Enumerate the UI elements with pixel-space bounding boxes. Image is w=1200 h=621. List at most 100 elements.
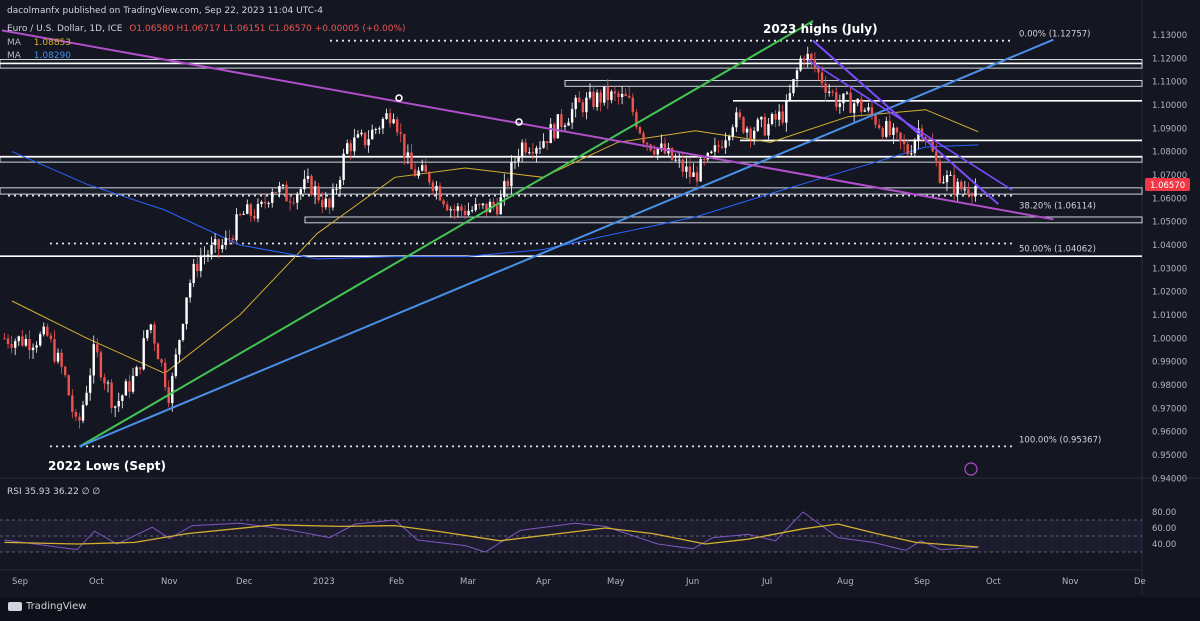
candle-body bbox=[542, 141, 545, 148]
candle-body bbox=[495, 205, 499, 215]
candle-body bbox=[74, 412, 78, 417]
rsi-axis-tick: 40.00 bbox=[1152, 540, 1176, 550]
candle-body bbox=[888, 120, 892, 135]
time-axis-tick: Aug bbox=[837, 577, 854, 587]
candle-body bbox=[620, 93, 624, 98]
candle-body bbox=[49, 335, 53, 339]
publisher-line: dacolmanfx published on TradingView.com,… bbox=[7, 6, 323, 16]
candle-body bbox=[838, 103, 842, 107]
time-axis-tick: Nov bbox=[1062, 577, 1079, 587]
candle-body bbox=[613, 91, 617, 94]
symbol-title: Euro / U.S. Dollar, 1D, ICE O1.06580 H1.… bbox=[7, 24, 406, 34]
candle-body bbox=[395, 119, 399, 133]
candle-body bbox=[892, 127, 895, 135]
time-axis-tick: Oct bbox=[986, 577, 1001, 587]
candle-body bbox=[174, 354, 178, 376]
candle-body bbox=[735, 112, 738, 128]
tradingview-footer: TradingView bbox=[8, 601, 86, 612]
candle-body bbox=[188, 282, 192, 298]
candle-body bbox=[410, 152, 413, 170]
candle-body bbox=[306, 175, 310, 180]
candle-body bbox=[363, 132, 367, 146]
price-axis-tick: 0.95000 bbox=[1152, 451, 1187, 461]
candle-body bbox=[63, 366, 67, 376]
ma-fast-line bbox=[11, 109, 979, 374]
candle-body bbox=[560, 114, 563, 127]
candle-body bbox=[92, 344, 95, 376]
price-axis-tick: 1.06000 bbox=[1152, 194, 1187, 204]
candle-body bbox=[963, 189, 967, 191]
candle-body bbox=[863, 110, 867, 112]
candle-body bbox=[628, 95, 631, 98]
time-axis-tick: Jun bbox=[685, 577, 699, 587]
candle-body bbox=[870, 107, 874, 115]
candle-body bbox=[895, 127, 899, 133]
candle-body bbox=[474, 204, 477, 211]
candle-body bbox=[731, 127, 734, 137]
candle-body bbox=[867, 107, 870, 111]
candle-body bbox=[85, 392, 88, 405]
candle-body bbox=[235, 214, 238, 241]
candle-body bbox=[124, 381, 128, 396]
candle-body bbox=[492, 201, 495, 206]
candle-body bbox=[549, 124, 552, 144]
candle-body bbox=[463, 210, 467, 216]
candle-body bbox=[46, 326, 49, 336]
candle-body bbox=[656, 148, 660, 155]
candle-body bbox=[777, 111, 781, 120]
candle-body bbox=[228, 237, 231, 239]
candle-body bbox=[710, 151, 713, 153]
candle-body bbox=[574, 97, 577, 110]
candle-body bbox=[35, 345, 38, 348]
price-axis-tick: 1.02000 bbox=[1152, 288, 1187, 298]
candle-body bbox=[728, 136, 731, 141]
candle-body bbox=[338, 180, 342, 189]
price-axis-tick: 1.05000 bbox=[1152, 218, 1187, 228]
candle-body bbox=[645, 142, 649, 145]
candle-body bbox=[788, 93, 792, 101]
candle-body bbox=[420, 165, 424, 171]
candle-body bbox=[799, 58, 802, 71]
candle-body bbox=[31, 347, 35, 351]
candle-body bbox=[385, 113, 388, 120]
candle-body bbox=[135, 367, 138, 376]
candle-body bbox=[810, 53, 813, 60]
rsi-legend: RSI 35.93 36.22 ∅ ∅ bbox=[7, 487, 101, 497]
candle-body bbox=[952, 174, 956, 195]
candle-body bbox=[103, 377, 106, 384]
candle-body bbox=[506, 181, 510, 187]
candle-body bbox=[146, 330, 149, 339]
candle-body bbox=[785, 100, 788, 123]
candle-body bbox=[877, 124, 881, 129]
sr-zone bbox=[304, 216, 1143, 224]
candle-body bbox=[520, 142, 524, 157]
candle-body bbox=[378, 128, 381, 130]
candle-body bbox=[213, 239, 217, 246]
candle-body bbox=[942, 182, 945, 184]
rsi-ma-line bbox=[4, 523, 979, 548]
candle-body bbox=[313, 186, 317, 196]
annotation-2022-lows: 2022 Lows (Sept) bbox=[48, 459, 166, 473]
candle-body bbox=[831, 91, 834, 93]
candle-body bbox=[556, 114, 560, 139]
candle-body bbox=[192, 263, 195, 283]
candle-body bbox=[553, 124, 556, 139]
candle-body bbox=[856, 98, 859, 104]
price-axis-tick: 1.03000 bbox=[1152, 264, 1187, 274]
candle-body bbox=[481, 203, 485, 206]
candle-body bbox=[28, 339, 31, 351]
trendline-purple bbox=[1, 29, 1054, 221]
candle-body bbox=[453, 209, 456, 211]
candle-body bbox=[438, 185, 442, 201]
candle-body bbox=[531, 152, 535, 154]
candle-body bbox=[156, 343, 160, 360]
candle-body bbox=[206, 254, 210, 256]
candle-body bbox=[196, 263, 199, 272]
candle-body bbox=[60, 352, 63, 367]
candle-body bbox=[720, 146, 724, 148]
candle-body bbox=[17, 336, 20, 342]
candle-body bbox=[860, 98, 863, 112]
candle-body bbox=[538, 147, 542, 149]
